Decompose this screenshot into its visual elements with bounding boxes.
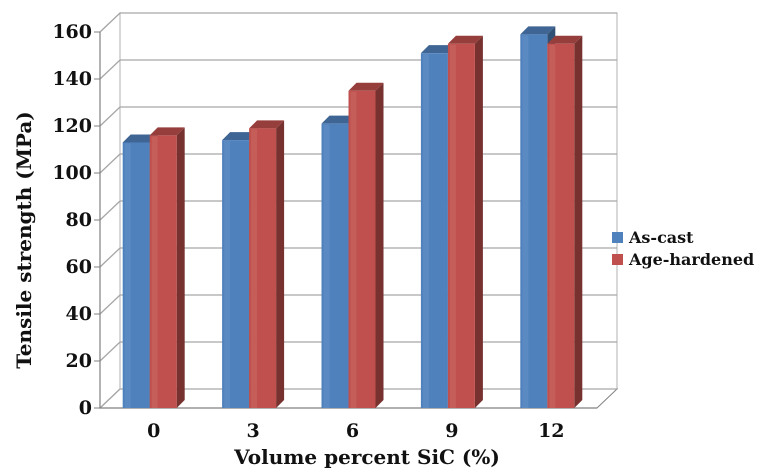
y-tick-label: 20 (66, 350, 92, 372)
bar-side (276, 120, 285, 408)
bar (149, 127, 185, 409)
bar-top (547, 35, 583, 44)
bar-side (176, 127, 185, 409)
x-tick-label: 3 (246, 420, 259, 442)
bar-highlight (350, 91, 357, 408)
y-tick-label: 120 (52, 115, 92, 137)
y-tick-label: 80 (66, 209, 92, 231)
bar-side (474, 35, 483, 408)
legend-swatch (612, 232, 623, 243)
bar-top (321, 115, 357, 124)
legend-swatch (612, 254, 623, 265)
bar-highlight (251, 129, 258, 408)
bar-top (520, 26, 556, 35)
bar (348, 82, 384, 408)
tick-labels: 0 20 40 60 80 100 120 140 160 0 3 6 9 12 (52, 21, 564, 442)
bar-highlight (224, 141, 231, 408)
bar-highlight (124, 143, 131, 408)
legend-label: As-cast (628, 228, 694, 247)
x-tick-label: 9 (445, 420, 458, 442)
bar (547, 35, 583, 408)
bar-top (249, 120, 285, 129)
bar-side (574, 35, 583, 408)
y-tick-label: 40 (66, 303, 92, 325)
y-tick-label: 140 (52, 68, 92, 90)
y-tick-label: 100 (52, 162, 92, 184)
bar-side (375, 82, 384, 408)
bars (122, 26, 583, 409)
bar (249, 120, 285, 408)
bar-top (348, 82, 384, 91)
y-tick-label: 60 (66, 256, 92, 278)
bar-highlight (549, 44, 556, 408)
x-tick-label: 6 (346, 420, 359, 442)
gridline (99, 12, 617, 33)
bar-highlight (323, 124, 330, 409)
x-axis-title: Volume percent SiC (%) (233, 445, 500, 469)
bar (447, 35, 483, 408)
bar-top (222, 132, 258, 141)
legend: As-cast Age-hardened (612, 228, 754, 269)
x-tick-label: 0 (147, 420, 160, 442)
legend-label: Age-hardened (628, 250, 754, 269)
y-axis-title: Tensile strength (MPa) (12, 111, 36, 369)
bar-top (149, 127, 185, 136)
y-tick-label: 0 (79, 397, 92, 419)
bar-highlight (522, 35, 529, 408)
y-tick-label: 160 (52, 21, 92, 43)
bar-top (420, 45, 456, 54)
bar-top (122, 134, 158, 143)
bar-highlight (151, 136, 158, 408)
bar-highlight (422, 54, 429, 409)
bar-top (447, 35, 483, 44)
bar-highlight (449, 44, 456, 408)
x-tick-label: 12 (538, 420, 564, 442)
